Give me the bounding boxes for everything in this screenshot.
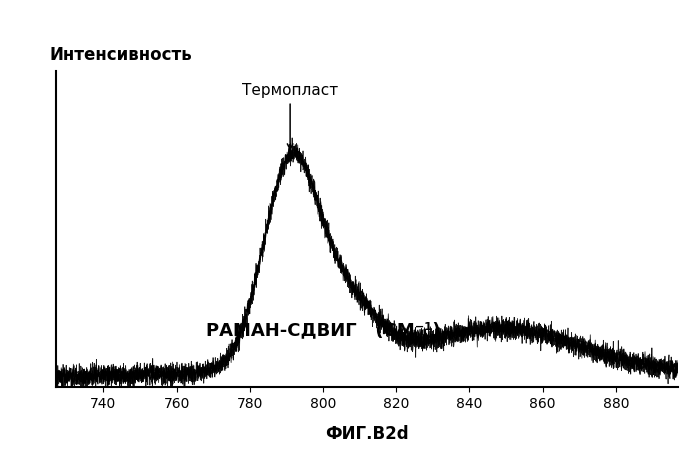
Text: РАМАН-СДВИГ   (СМ⁻¹): РАМАН-СДВИГ (СМ⁻¹) <box>206 321 440 339</box>
Text: Интенсивность: Интенсивность <box>50 46 192 65</box>
Text: Термопласт: Термопласт <box>242 84 338 150</box>
Text: ФИГ.B2d: ФИГ.B2d <box>325 425 409 443</box>
